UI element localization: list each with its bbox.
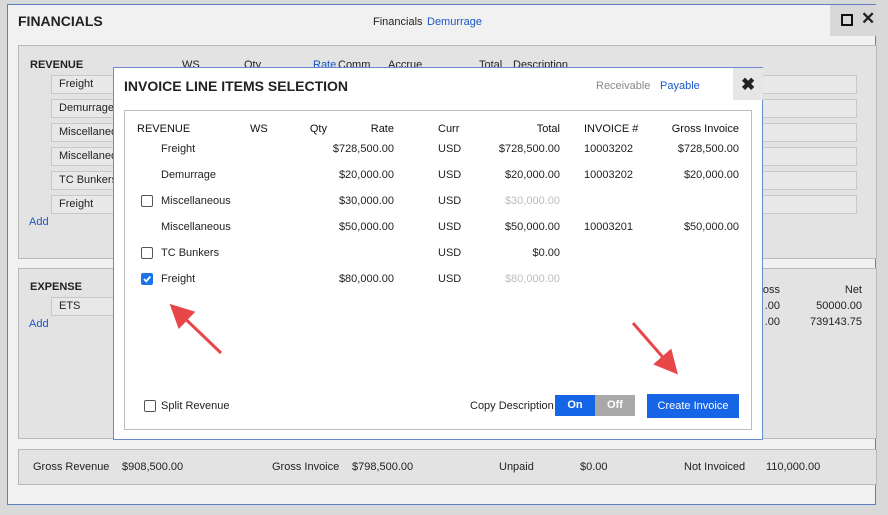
cell-revenue: Miscellaneous [161, 221, 231, 233]
cell-revenue: Demurrage [161, 169, 217, 181]
split-revenue-checkbox[interactable] [144, 400, 156, 412]
toggle-option[interactable]: On [555, 395, 595, 416]
table-header: REVENUE [137, 123, 191, 135]
table-header: Curr [438, 123, 460, 135]
modal-close-icon[interactable]: ✖ [741, 75, 756, 94]
window-tab[interactable]: Financials [373, 16, 423, 28]
table-header: INVOICE # [584, 123, 639, 135]
create-invoice-button[interactable]: Create Invoice [647, 394, 739, 418]
cell-revenue: Freight [161, 273, 196, 285]
table-header: Total [536, 123, 560, 135]
section-title: REVENUE [30, 59, 84, 71]
cell-invoice: 10003201 [584, 221, 633, 233]
cell-curr: USD [438, 169, 462, 181]
cell-total: $80,000.00 [504, 273, 560, 285]
revenue-input[interactable]: Freight [51, 75, 117, 94]
cell-rate: $20,000.00 [338, 169, 394, 181]
cell-curr: USD [438, 143, 462, 155]
cell-rate: $30,000.00 [338, 195, 394, 207]
cell-invoice: 10003202 [584, 169, 633, 181]
cell-rate: $50,000.00 [338, 221, 394, 233]
cell-curr: USD [438, 221, 462, 233]
section-title: EXPENSE [30, 281, 82, 293]
summary-value: $908,500.00 [122, 461, 184, 473]
modal-tab[interactable]: Receivable [596, 80, 651, 92]
summary-label: Gross Invoice [272, 461, 340, 473]
summary-label: Not Invoiced [684, 461, 746, 473]
window-title: FINANCIALS [18, 13, 103, 29]
revenue-input[interactable] [761, 75, 857, 94]
expense-value: .00 [764, 300, 780, 312]
expense-value: 739143.75 [810, 316, 862, 328]
arrow [631, 322, 678, 375]
expense-input[interactable]: ETS [51, 297, 117, 316]
cell-invoice: 10003202 [584, 143, 633, 155]
window-tab[interactable]: Demurrage [427, 16, 483, 28]
cell-curr: USD [438, 273, 462, 285]
cell-gross-invoice: $20,000.00 [683, 169, 739, 181]
row-checkbox[interactable] [141, 247, 153, 259]
summary-label: Gross Revenue [33, 461, 110, 473]
summary-bar [18, 449, 877, 485]
summary-value: 110,000.00 [766, 461, 821, 473]
revenue-input[interactable] [761, 147, 857, 166]
table-header: WS [250, 123, 268, 135]
modal-tab[interactable]: Payable [660, 80, 700, 92]
cell-gross-invoice: $50,000.00 [683, 221, 739, 233]
split-revenue-label: Split Revenue [161, 400, 230, 412]
revenue-input[interactable] [761, 171, 857, 190]
modal-title: INVOICE LINE ITEMS SELECTION [124, 78, 349, 94]
cell-gross-invoice: $728,500.00 [677, 143, 739, 155]
cell-total: $728,500.00 [498, 143, 560, 155]
table-header: Gross Invoice [671, 123, 739, 135]
revenue-input[interactable]: Miscellaneo [51, 147, 117, 166]
revenue-input[interactable]: TC Bunkers [51, 171, 117, 190]
row-checkbox[interactable] [141, 273, 153, 285]
table-header: Qty [309, 123, 327, 135]
maximize-button[interactable] [841, 14, 853, 26]
column-header: Net [844, 284, 862, 296]
revenue-input[interactable] [761, 99, 857, 118]
table-header: Rate [370, 123, 394, 135]
revenue-input[interactable] [761, 123, 857, 142]
cell-revenue: TC Bunkers [161, 247, 220, 259]
summary-value: $798,500.00 [352, 461, 414, 473]
summary-label: Unpaid [499, 461, 534, 473]
revenue-input[interactable]: Demurrage [51, 99, 117, 118]
cell-curr: USD [438, 195, 462, 207]
cell-rate: $728,500.00 [332, 143, 394, 155]
revenue-input[interactable] [761, 195, 857, 214]
add-link[interactable]: Add [29, 318, 49, 330]
arrow [169, 303, 223, 355]
expense-value: .00 [764, 316, 780, 328]
cell-total: $30,000.00 [504, 195, 560, 207]
annotation-arrows [169, 303, 678, 375]
invoice-modal: INVOICE LINE ITEMS SELECTION ✖ Receivabl… [113, 67, 763, 440]
cell-total: $0.00 [532, 247, 560, 259]
toggle-option[interactable]: Off [595, 395, 635, 416]
cell-total: $20,000.00 [504, 169, 560, 181]
copy-description-label: Copy Description [470, 400, 554, 412]
revenue-input[interactable]: Freight [51, 195, 117, 214]
modal-close[interactable]: ✖ [733, 68, 763, 100]
modal-panel [124, 110, 752, 430]
add-link[interactable]: Add [29, 216, 49, 228]
cell-rate: $80,000.00 [338, 273, 394, 285]
cell-curr: USD [438, 247, 462, 259]
close-button[interactable]: ✕ [861, 9, 876, 28]
cell-revenue: Miscellaneous [161, 195, 231, 207]
cell-revenue: Freight [161, 143, 196, 155]
summary-value: $0.00 [580, 461, 608, 473]
expense-value: 50000.00 [816, 300, 862, 312]
cell-total: $50,000.00 [504, 221, 560, 233]
row-checkbox[interactable] [141, 195, 153, 207]
window-controls: ✕ [830, 5, 876, 36]
column-header: ross [759, 284, 780, 296]
revenue-input[interactable]: Miscellaneo [51, 123, 117, 142]
